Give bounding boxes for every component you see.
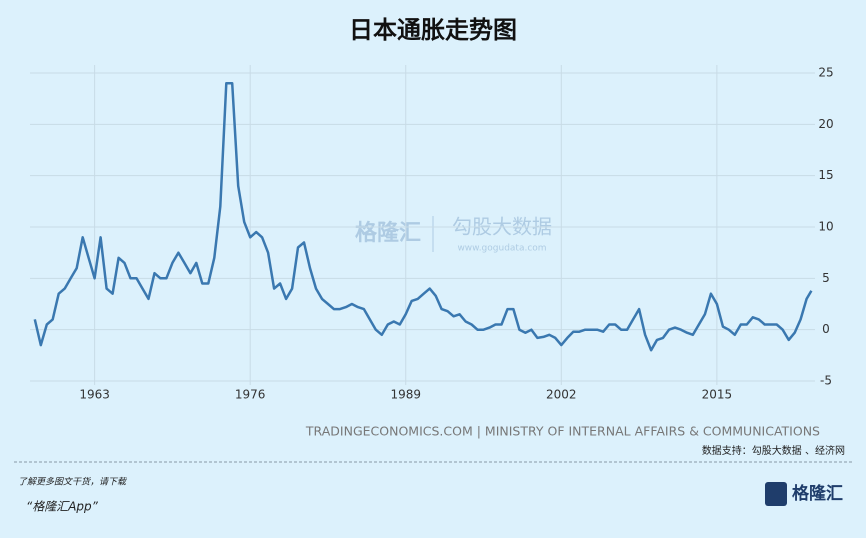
y-tick-label: 15 (818, 168, 833, 182)
watermark-url: www.gogudata.com (457, 244, 546, 254)
x-tick-label: 1963 (79, 388, 110, 402)
x-tick-label: 1976 (235, 388, 266, 402)
y-tick-label: 25 (818, 66, 833, 80)
y-tick-label: 5 (822, 271, 830, 285)
footer-text: 了解更多图文干货，请下载 (18, 477, 127, 488)
source-note: TRADINGECONOMICS.COM | MINISTRY OF INTER… (305, 424, 820, 439)
y-tick-label: 10 (818, 220, 833, 234)
x-tick-label: 2002 (546, 388, 577, 402)
series-line (33, 82, 813, 352)
footer-app: “格隆汇App” (26, 500, 99, 514)
watermark: 格隆汇 勾股大数据 www.gogudata.com (355, 215, 552, 254)
watermark-brand: 格隆汇 (355, 220, 421, 246)
y-tick-label: 20 (818, 117, 833, 131)
x-tick-label: 2015 (702, 388, 733, 402)
logo-icon (765, 482, 787, 506)
data-support: 数据支持：勾股大数据 、经济网 (702, 444, 845, 457)
y-tick-label: -5 (820, 374, 832, 388)
y-tick-label: 0 (822, 322, 830, 336)
chart-title: 日本通胀走势图 (349, 16, 517, 44)
logo-text: 格隆汇 (792, 483, 843, 504)
x-tick-label: 1989 (390, 388, 421, 402)
